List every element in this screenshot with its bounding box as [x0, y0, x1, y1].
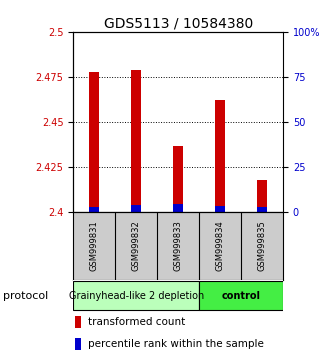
- Bar: [215, 101, 225, 212]
- Bar: [73, 281, 199, 310]
- Text: GSM999834: GSM999834: [215, 221, 225, 272]
- Bar: [173, 145, 183, 212]
- Text: GSM999833: GSM999833: [173, 221, 183, 272]
- Bar: [257, 180, 267, 212]
- Title: GDS5113 / 10584380: GDS5113 / 10584380: [104, 17, 253, 31]
- Text: Grainyhead-like 2 depletion: Grainyhead-like 2 depletion: [69, 291, 204, 301]
- Text: protocol: protocol: [3, 291, 49, 301]
- Bar: [75, 316, 81, 328]
- Text: percentile rank within the sample: percentile rank within the sample: [88, 339, 264, 349]
- Bar: [89, 72, 100, 212]
- Text: GSM999831: GSM999831: [90, 221, 99, 272]
- Bar: [173, 204, 183, 212]
- Text: transformed count: transformed count: [88, 317, 185, 327]
- Bar: [215, 206, 225, 212]
- Bar: [131, 205, 142, 212]
- Bar: [75, 338, 81, 350]
- Text: GSM999832: GSM999832: [132, 221, 141, 272]
- Bar: [257, 207, 267, 212]
- Bar: [199, 281, 283, 310]
- Bar: [131, 70, 142, 212]
- Bar: [89, 207, 100, 212]
- Text: control: control: [221, 291, 261, 301]
- Text: GSM999835: GSM999835: [257, 221, 267, 272]
